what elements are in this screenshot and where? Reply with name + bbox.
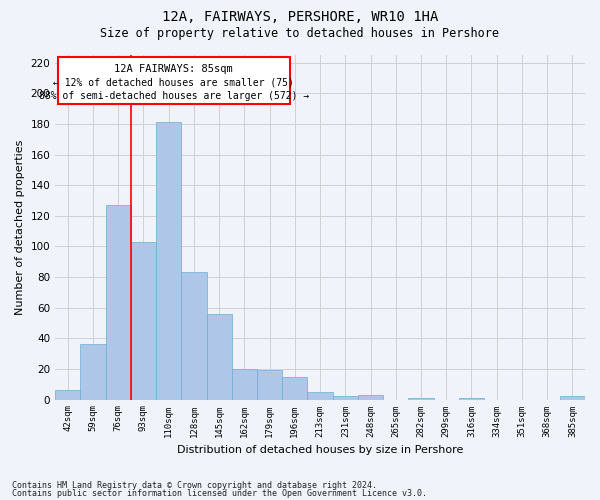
Bar [409,398,434,400]
Bar [307,392,332,400]
Bar [358,395,383,400]
Bar [282,376,307,400]
Text: 12A, FAIRWAYS, PERSHORE, WR10 1HA: 12A, FAIRWAYS, PERSHORE, WR10 1HA [162,10,438,24]
Bar [206,314,232,400]
Bar [459,398,484,400]
Text: Contains HM Land Registry data © Crown copyright and database right 2024.: Contains HM Land Registry data © Crown c… [12,481,377,490]
Text: Contains public sector information licensed under the Open Government Licence v3: Contains public sector information licen… [12,488,427,498]
Text: 88% of semi-detached houses are larger (572) →: 88% of semi-detached houses are larger (… [38,92,309,102]
X-axis label: Distribution of detached houses by size in Pershore: Distribution of detached houses by size … [177,445,463,455]
Bar [257,370,282,400]
Bar [332,396,358,400]
Text: ← 12% of detached houses are smaller (75): ← 12% of detached houses are smaller (75… [53,78,294,88]
Bar [80,344,106,400]
Bar [58,56,290,104]
Bar [560,396,585,400]
Bar [181,272,206,400]
Text: Size of property relative to detached houses in Pershore: Size of property relative to detached ho… [101,28,499,40]
Bar [55,390,80,400]
Bar [156,122,181,400]
Bar [232,369,257,400]
Bar [131,242,156,400]
Text: 12A FAIRWAYS: 85sqm: 12A FAIRWAYS: 85sqm [115,64,233,74]
Y-axis label: Number of detached properties: Number of detached properties [15,140,25,315]
Bar [106,205,131,400]
